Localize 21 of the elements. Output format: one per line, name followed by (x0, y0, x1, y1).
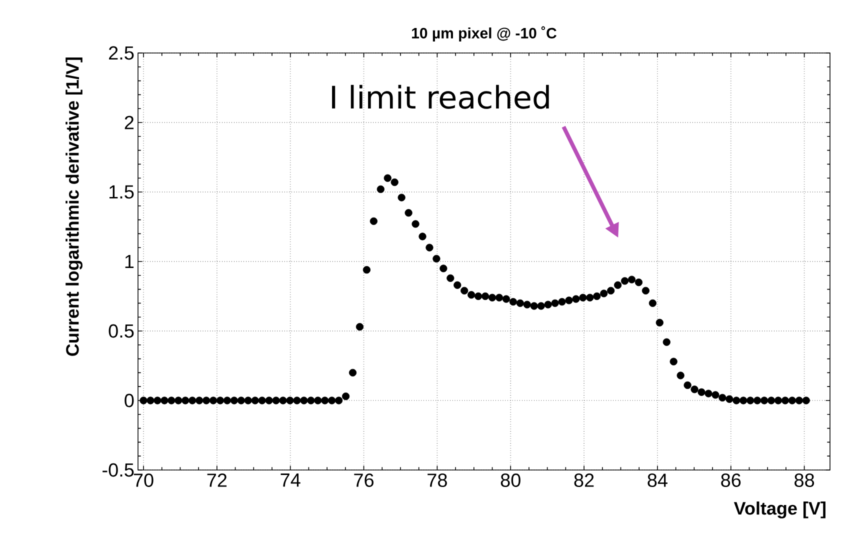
x-tick-label: 82 (574, 474, 594, 487)
x-tick-label: 84 (648, 474, 668, 487)
x-tick-label: 70 (134, 474, 154, 487)
x-tick-label: 72 (207, 474, 227, 487)
x-tick-label: 86 (721, 474, 741, 487)
x-axis-title: Voltage [V] (734, 502, 826, 518)
y-tick-label: 1.5 (110, 185, 134, 199)
y-tick-label: 0.5 (108, 324, 134, 338)
y-tick-label: 0 (124, 394, 134, 408)
y-tick-label: -0.5 (102, 463, 134, 477)
y-tick-label: 2.5 (109, 46, 134, 60)
x-tick-label: 76 (354, 474, 374, 487)
x-tick-label: 78 (428, 474, 447, 487)
y-tick-label: 1 (125, 254, 134, 268)
y-axis-title: Current logarithmic derivative [1/V] (66, 58, 82, 356)
x-tick-label: 80 (500, 474, 520, 487)
y-tick-label: 2 (124, 116, 134, 130)
chart-title: 10 µm pixel @ -10 ˚C (412, 26, 556, 42)
x-tick-label: 74 (280, 474, 300, 487)
annotation: I limit reached (332, 84, 549, 109)
x-tick-label: 88 (794, 474, 814, 487)
